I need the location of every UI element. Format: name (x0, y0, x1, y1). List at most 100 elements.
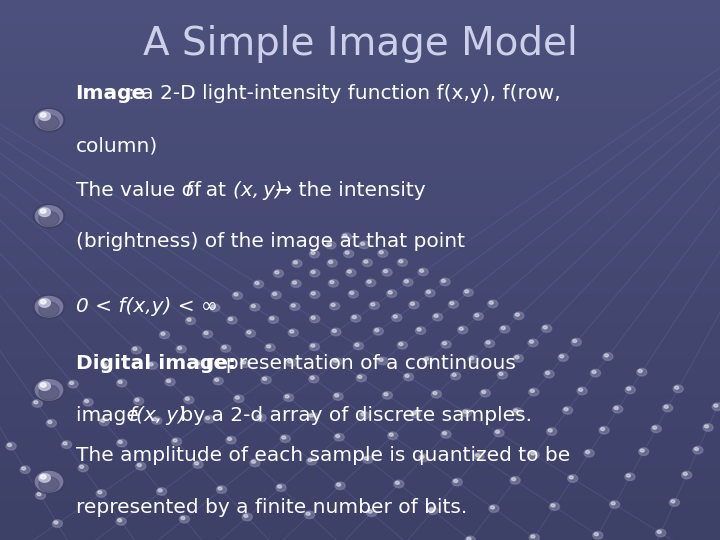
Circle shape (7, 443, 12, 447)
Circle shape (35, 206, 63, 226)
Circle shape (551, 504, 555, 507)
Circle shape (234, 395, 244, 402)
Circle shape (459, 327, 463, 330)
Circle shape (35, 491, 45, 499)
Circle shape (420, 269, 423, 272)
Text: → the intensity: → the intensity (269, 180, 426, 200)
Circle shape (242, 513, 252, 521)
Circle shape (250, 303, 260, 311)
Circle shape (335, 394, 338, 397)
Circle shape (152, 417, 162, 424)
Circle shape (291, 280, 301, 287)
Text: represented by a finite number of bits.: represented by a finite number of bits. (76, 498, 467, 517)
Circle shape (217, 486, 227, 494)
Circle shape (626, 474, 631, 477)
Circle shape (253, 280, 264, 288)
Circle shape (305, 511, 315, 518)
Circle shape (441, 430, 451, 438)
Circle shape (558, 354, 568, 361)
Circle shape (347, 270, 351, 273)
Circle shape (263, 377, 266, 380)
Circle shape (351, 314, 361, 322)
Circle shape (266, 345, 271, 348)
Circle shape (474, 314, 479, 317)
Circle shape (429, 508, 433, 511)
Circle shape (529, 534, 539, 540)
Circle shape (39, 211, 59, 226)
Circle shape (78, 464, 88, 472)
Circle shape (571, 339, 581, 346)
Circle shape (131, 346, 141, 354)
Circle shape (233, 292, 243, 299)
Circle shape (226, 436, 236, 444)
Circle shape (613, 406, 623, 413)
Circle shape (332, 358, 342, 366)
Circle shape (308, 413, 318, 421)
Circle shape (382, 392, 392, 399)
Circle shape (359, 241, 369, 249)
Circle shape (289, 303, 300, 310)
Text: column): column) (76, 136, 158, 156)
Circle shape (277, 485, 282, 488)
Circle shape (510, 477, 520, 484)
Text: : a 2-D light-intensity function f(x,y), f(row,: : a 2-D light-intensity function f(x,y),… (128, 84, 561, 104)
Circle shape (32, 400, 42, 407)
Circle shape (218, 487, 222, 490)
Circle shape (611, 502, 615, 505)
Circle shape (133, 397, 143, 405)
Circle shape (235, 396, 239, 399)
Circle shape (40, 209, 46, 213)
Circle shape (33, 470, 65, 494)
Circle shape (528, 339, 538, 347)
Circle shape (328, 242, 331, 246)
Circle shape (165, 378, 175, 386)
Circle shape (228, 437, 232, 441)
Circle shape (292, 260, 302, 267)
Circle shape (270, 317, 274, 320)
Circle shape (311, 344, 315, 347)
Circle shape (310, 269, 320, 277)
Circle shape (118, 441, 122, 443)
Circle shape (480, 389, 490, 397)
Circle shape (285, 395, 289, 398)
Circle shape (117, 440, 127, 447)
Circle shape (307, 457, 317, 465)
Circle shape (657, 530, 661, 534)
Circle shape (670, 499, 680, 507)
Circle shape (412, 411, 416, 415)
Circle shape (473, 313, 483, 320)
Circle shape (675, 386, 679, 389)
Circle shape (96, 490, 107, 497)
Circle shape (310, 315, 320, 323)
Circle shape (712, 403, 720, 410)
Circle shape (441, 341, 451, 348)
Circle shape (434, 314, 438, 318)
Circle shape (463, 410, 467, 413)
Circle shape (273, 293, 276, 295)
Circle shape (390, 433, 393, 436)
Circle shape (54, 521, 58, 524)
Circle shape (409, 301, 419, 309)
Circle shape (310, 343, 320, 350)
Text: The amplitude of each sample is quantized to be: The amplitude of each sample is quantize… (76, 446, 570, 465)
Circle shape (35, 471, 63, 492)
Text: f(x, y): f(x, y) (129, 406, 186, 426)
Circle shape (450, 302, 454, 305)
Circle shape (516, 313, 519, 316)
Circle shape (171, 438, 181, 446)
Circle shape (343, 234, 347, 237)
Circle shape (425, 289, 435, 297)
Circle shape (358, 375, 361, 379)
Circle shape (48, 421, 52, 423)
Text: (x, y): (x, y) (233, 180, 282, 200)
Circle shape (546, 372, 549, 374)
Circle shape (328, 280, 338, 287)
Circle shape (39, 208, 50, 217)
Circle shape (40, 475, 46, 479)
Circle shape (343, 250, 354, 258)
Circle shape (592, 370, 596, 374)
Circle shape (590, 369, 600, 377)
Circle shape (584, 449, 594, 457)
Circle shape (274, 269, 284, 277)
Circle shape (206, 416, 210, 420)
